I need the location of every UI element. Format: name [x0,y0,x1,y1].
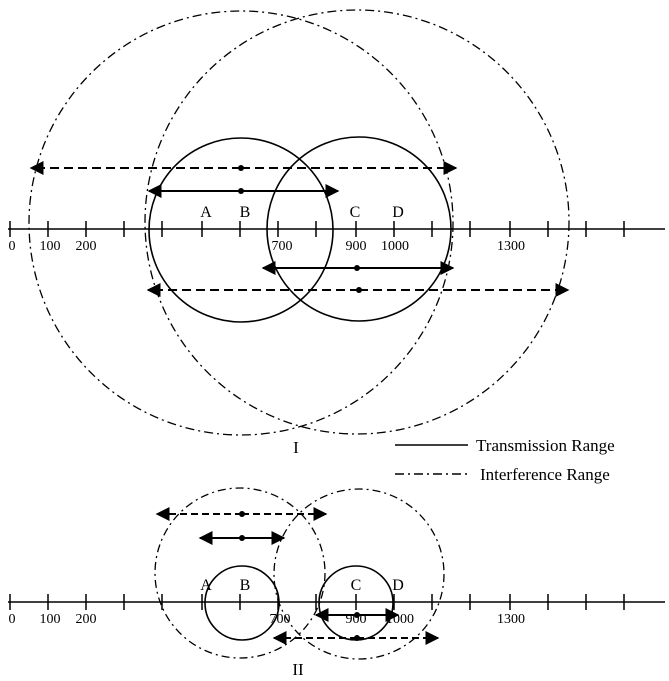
node-label-d: D [392,577,404,594]
tick-label-100: 100 [40,239,61,254]
interference-circle-b [154,487,326,659]
node-dot-b-interference [238,165,244,171]
tick-label-700: 700 [272,239,293,254]
node-dot-b [239,535,245,541]
node-label-a: A [200,204,212,221]
interference-circle-c [144,9,570,435]
panel-1: 0 100 200 700 900 1000 1300 A B C D I [8,9,665,457]
node-dot-c-interference [354,635,360,641]
tick-label-100: 100 [40,612,61,627]
node-dot-c [354,612,360,618]
interference-circle-c [273,488,445,660]
interference-circle-b [28,10,454,436]
node-label-c: C [351,577,362,594]
axis-ticks-1 [9,221,625,237]
legend-transmission-label: Transmission Range [476,436,615,455]
node-label-a: A [200,577,212,594]
tick-label-200: 200 [76,612,97,627]
transmission-circle-b [204,565,280,641]
tick-label-1000: 1000 [381,239,409,254]
node-label-b: B [240,204,251,221]
panel-2: 0 100 200 700 900 1000 1300 A B C D II [8,487,665,679]
transmission-circle-c [266,136,452,322]
node-label-b: B [240,577,251,594]
panel-label-1: I [293,438,299,457]
tick-label-900: 900 [346,239,367,254]
node-dot-c-interference [356,287,362,293]
tick-label-0: 0 [9,239,16,254]
tick-label-0: 0 [9,612,16,627]
tick-label-200: 200 [76,239,97,254]
tick-label-1300: 1300 [497,239,525,254]
legend-interference-label: Interference Range [480,465,610,484]
transmission-circle-b [148,137,334,323]
node-label-d: D [392,204,404,221]
legend: Transmission Range Interference Range [395,436,615,484]
tick-label-1300: 1300 [497,612,525,627]
panel-label-2: II [292,660,304,679]
node-dot-b-interference [239,511,245,517]
node-dot-b [238,188,244,194]
node-dot-c [354,265,360,271]
node-label-c: C [350,204,361,221]
